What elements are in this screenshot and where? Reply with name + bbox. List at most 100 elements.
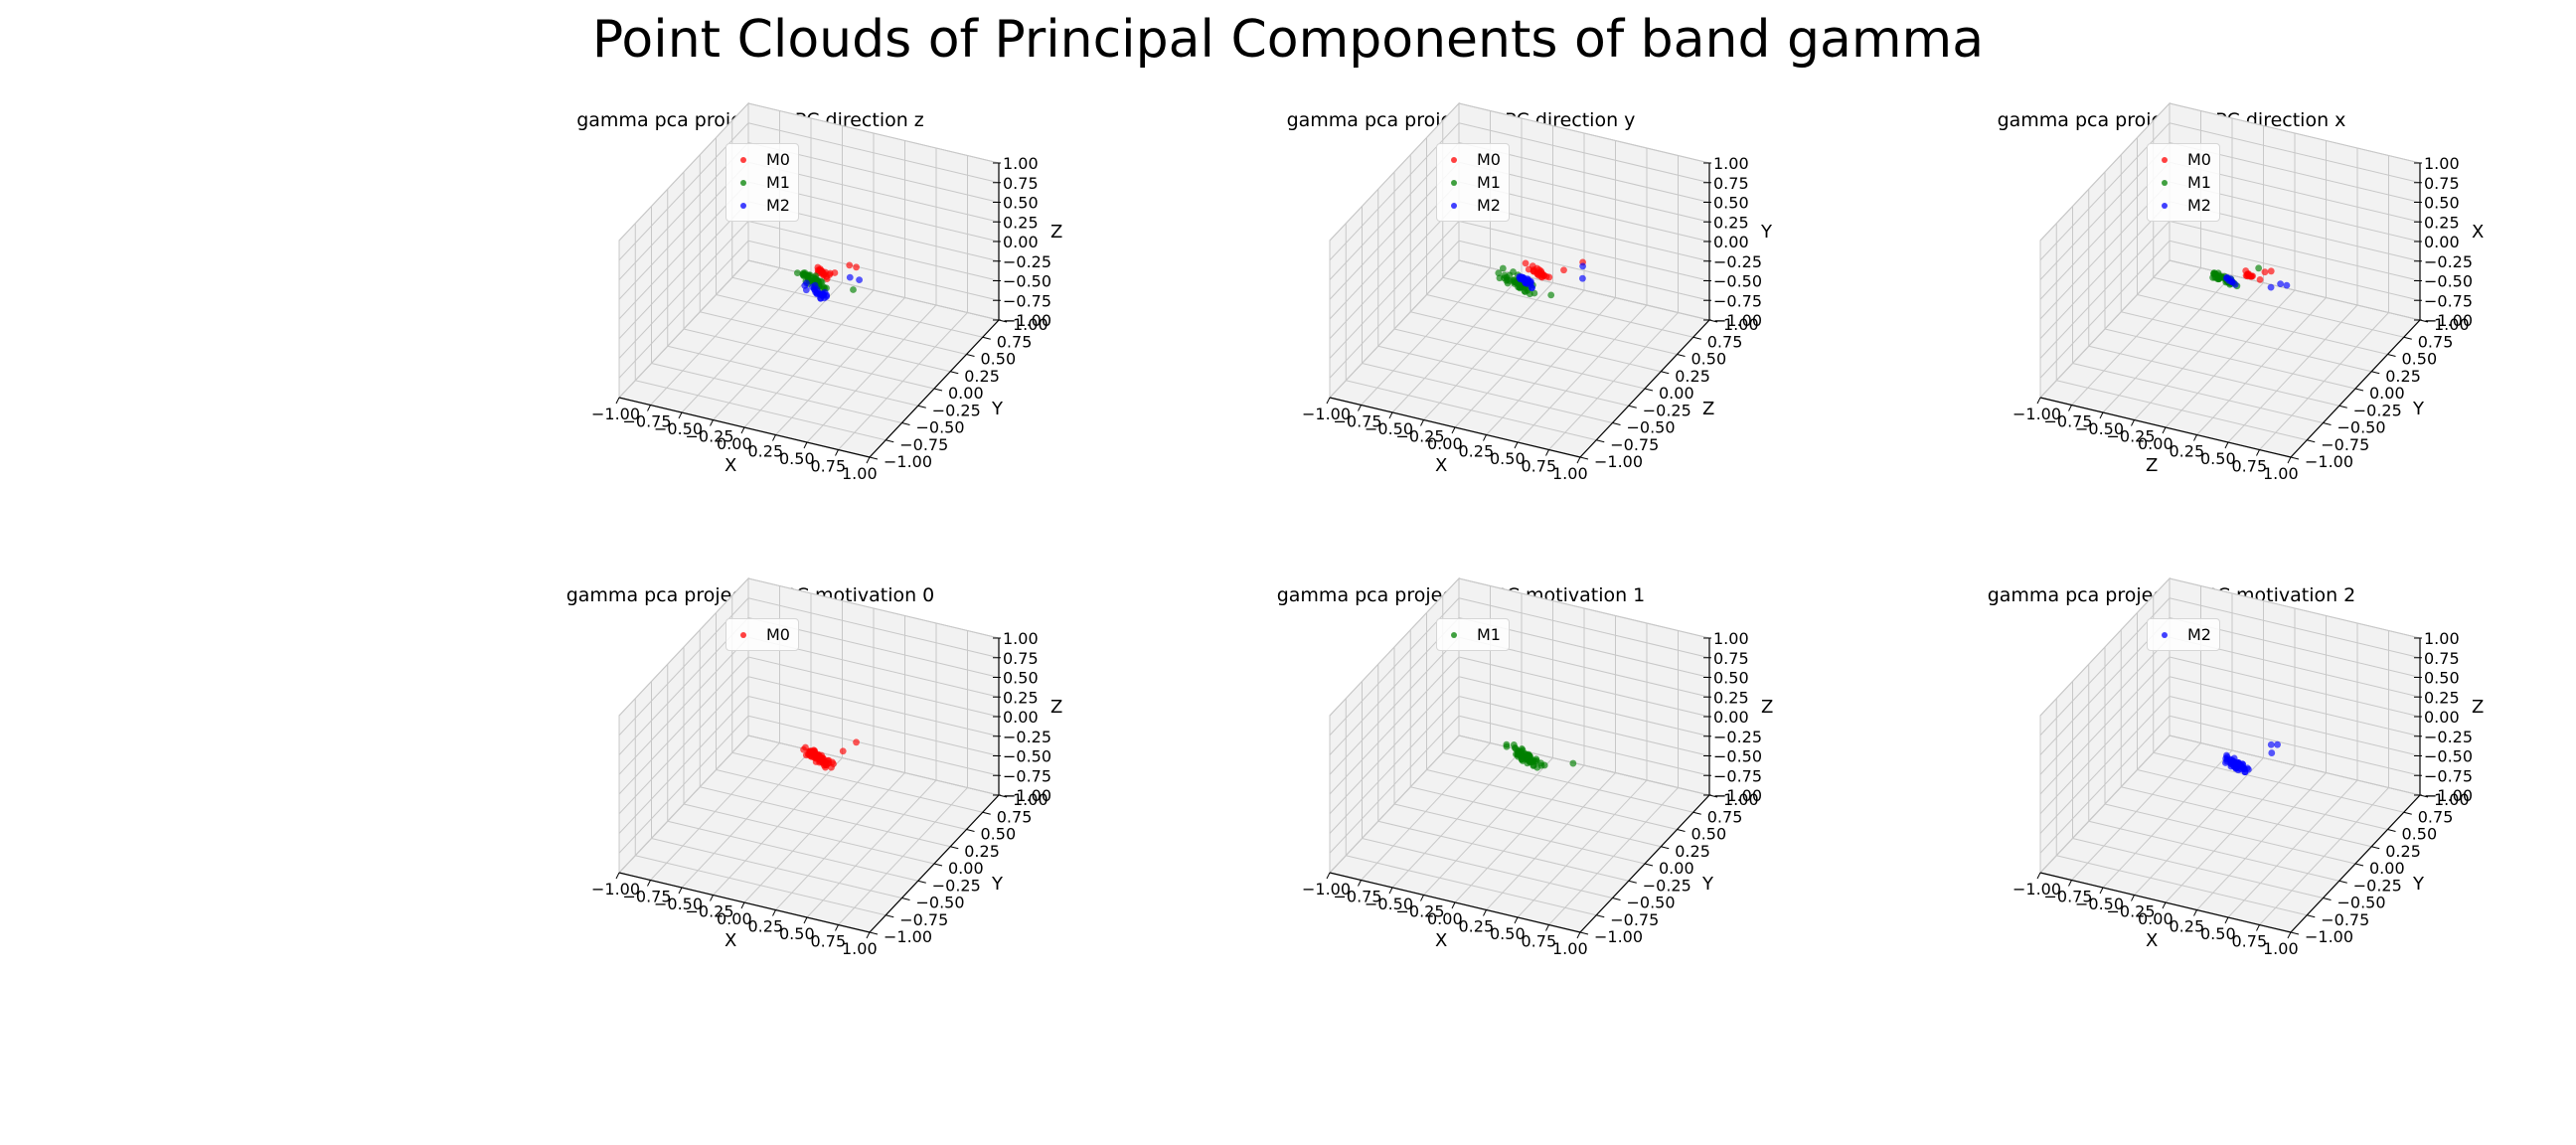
gridline	[747, 259, 1000, 321]
legend-marker	[2162, 156, 2168, 163]
gridline	[731, 276, 983, 338]
y-tick	[998, 319, 1008, 323]
x-tick-label: 0.75	[2232, 932, 2268, 951]
y-tick	[966, 829, 975, 832]
x-tick	[740, 901, 745, 909]
x-axis-label: X	[1435, 455, 1447, 476]
x-tick-label: 0.25	[2170, 442, 2205, 461]
data-point-m2	[2239, 764, 2247, 772]
x-tick-label: −0.50	[654, 419, 703, 438]
x-tick	[1420, 895, 1424, 901]
legend: M0 M1 M2	[2147, 143, 2220, 222]
data-point-m0	[2267, 267, 2275, 275]
data-point-m0	[1545, 273, 1553, 281]
y-tick	[901, 422, 910, 425]
tick-labels: −1.00−1.00−1.00−0.75−0.75−0.75−0.50 −0.50…	[2012, 154, 2473, 483]
gridlines	[1329, 102, 1710, 458]
data-point-m0	[2245, 271, 2253, 279]
x-tick	[2099, 887, 2104, 895]
gridline	[618, 102, 749, 242]
data-point-m1	[1547, 291, 1555, 299]
x-tick-label: −0.50	[1365, 895, 1413, 913]
scatter-points	[2221, 740, 2281, 776]
y-tick	[1596, 439, 1605, 443]
x-tick	[615, 872, 620, 880]
x-tick	[1388, 411, 1393, 419]
gridline	[1393, 803, 1646, 865]
y-tick	[2371, 846, 2380, 850]
gridline	[806, 304, 937, 443]
x-tick-label: 0.50	[2200, 924, 2236, 943]
x-tick-label: −0.50	[1365, 419, 1413, 438]
legend-label: M1	[1477, 173, 1501, 192]
scatter-points	[2209, 264, 2291, 291]
gridline	[1517, 779, 1648, 918]
y-tick	[950, 846, 959, 850]
x-tick	[647, 880, 651, 887]
x-tick-label: −0.25	[686, 427, 734, 446]
gridline	[747, 122, 1000, 184]
gridline	[747, 656, 1000, 718]
gridline	[2169, 656, 2421, 718]
legend-marker	[740, 156, 746, 163]
y-tick-label: 1.00	[2434, 790, 2470, 809]
y-tick	[998, 794, 1008, 798]
x-tick	[615, 397, 620, 405]
data-point-m2	[1579, 274, 1586, 282]
data-point-m0	[830, 760, 837, 768]
gridline	[775, 772, 905, 910]
x-tick	[2224, 916, 2229, 924]
legend: M0 M1 M2	[725, 143, 799, 222]
data-point-m1	[1512, 744, 1520, 752]
legend-marker	[1451, 179, 1457, 186]
x-tick-label: 1.00	[2263, 939, 2299, 958]
z-tick-label: −0.50	[2424, 747, 2473, 766]
legend-label: M0	[1477, 150, 1501, 169]
z-tick-label: −0.75	[1713, 766, 1762, 785]
data-point-m1	[1499, 264, 1507, 272]
gridline	[2137, 769, 2388, 830]
legend-label: M0	[2187, 150, 2211, 169]
data-point-m2	[846, 273, 854, 281]
x-tick-label: 0.75	[1522, 932, 1557, 951]
x-tick	[1451, 901, 1456, 909]
gridline	[1426, 294, 1678, 355]
x-tick	[2287, 456, 2292, 464]
legend-item-m0: M0	[1445, 148, 1501, 171]
z-tick-label: 0.75	[2424, 174, 2460, 193]
gridline	[2169, 735, 2421, 796]
x-tick-label: 1.00	[842, 939, 878, 958]
x-tick	[803, 916, 808, 924]
x-tick	[772, 909, 776, 916]
z-tick-label: 0.25	[2424, 213, 2460, 232]
gridline	[2169, 577, 2421, 639]
x-tick-label: −0.25	[2107, 427, 2156, 446]
y-tick	[1677, 354, 1686, 357]
y-tick	[1661, 371, 1670, 375]
z-tick-label: −0.50	[1003, 747, 1051, 766]
legend-label: M2	[766, 196, 790, 215]
z-tick-label: −0.75	[1713, 291, 1762, 310]
gridline	[1486, 297, 1616, 435]
x-tick	[2036, 872, 2041, 880]
gridline	[1329, 102, 1460, 242]
x-tick	[1326, 872, 1331, 880]
legend-label: M2	[1477, 196, 1501, 215]
gridline	[2039, 636, 2171, 775]
legend-marker	[2162, 202, 2168, 209]
z-tick-label: −0.25	[1713, 252, 1762, 271]
legend-label: M2	[2187, 625, 2211, 644]
x-tick-label: −0.75	[1334, 888, 1382, 906]
legend-marker	[740, 179, 746, 186]
y-axis-label: Z	[1702, 399, 1714, 419]
z-tick-label: 0.75	[1003, 649, 1039, 668]
z-tick-label: −0.50	[1713, 272, 1762, 291]
gridline	[2169, 597, 2421, 659]
y-tick-label: −0.50	[1627, 418, 1676, 437]
y-tick-label: 0.00	[1659, 384, 1694, 403]
z-tick-label: 1.00	[1003, 629, 1039, 648]
x-tick-label: 0.75	[2232, 457, 2268, 476]
z-tick-label: −0.75	[2424, 291, 2473, 310]
legend-marker	[2162, 179, 2168, 186]
x-tick	[710, 895, 714, 901]
